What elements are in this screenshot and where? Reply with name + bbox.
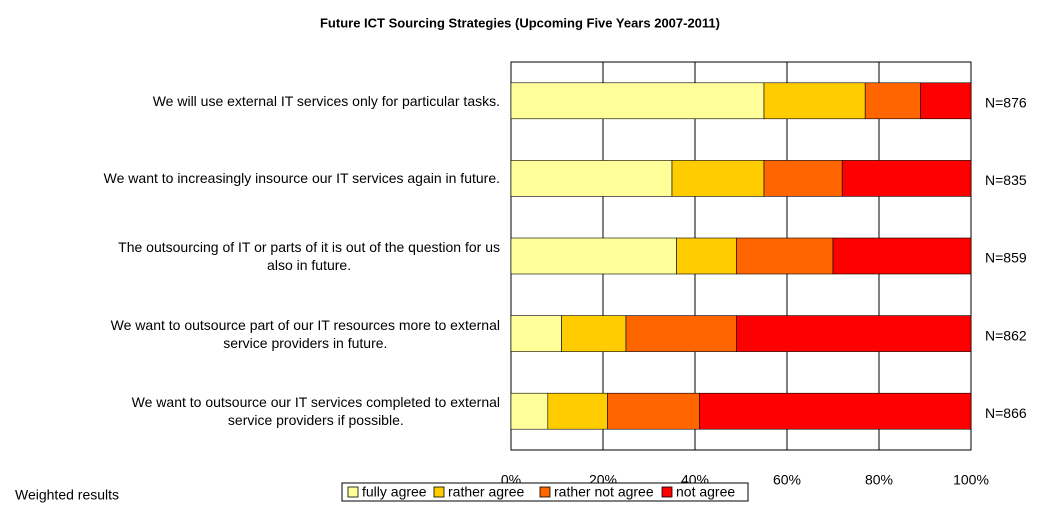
bar-segment xyxy=(736,315,972,352)
bar-segment xyxy=(510,237,677,275)
category-label: We want to outsource part of our IT reso… xyxy=(110,316,500,351)
x-tick-label: 80% xyxy=(865,472,893,488)
bar-segment xyxy=(510,160,673,197)
n-label: N=859 xyxy=(985,250,1027,266)
bar-segment xyxy=(832,237,972,275)
legend-label: fully agree xyxy=(362,484,427,500)
legend-label: rather not agree xyxy=(554,484,654,500)
bar-segment xyxy=(920,82,972,120)
legend-swatch xyxy=(539,486,551,498)
n-label: N=835 xyxy=(985,172,1027,188)
category-label: We want to outsource our IT services com… xyxy=(131,394,500,429)
legend-swatch xyxy=(433,486,445,498)
bar-segment xyxy=(736,237,834,275)
bar-segment xyxy=(763,160,843,197)
bar-segment xyxy=(699,392,972,430)
legend-swatch xyxy=(661,486,673,498)
bar-segment xyxy=(864,82,921,120)
legend-label: not agree xyxy=(676,484,735,500)
bar-segment xyxy=(607,392,700,430)
bar-segment xyxy=(763,82,866,120)
n-label: N=866 xyxy=(985,405,1027,421)
bar-segment xyxy=(510,315,562,352)
x-tick-label: 100% xyxy=(953,472,989,488)
category-label: We want to increasingly insource our IT … xyxy=(103,170,500,187)
legend-swatch xyxy=(347,486,359,498)
bar-segment xyxy=(841,160,972,197)
n-label: N=862 xyxy=(985,327,1027,343)
bar-segment xyxy=(671,160,765,197)
category-label: We will use external IT services only fo… xyxy=(152,92,500,109)
category-label: The outsourcing of IT or parts of it is … xyxy=(118,239,500,273)
x-tick-label: 60% xyxy=(773,472,801,488)
bar-segment xyxy=(676,237,737,275)
note: Weighted results xyxy=(15,487,119,503)
bar-segment xyxy=(510,82,765,120)
bar-segment xyxy=(510,392,549,430)
bar-segment xyxy=(547,392,608,430)
n-label: N=876 xyxy=(985,95,1027,111)
bar-segment xyxy=(625,315,737,352)
legend-label: rather agree xyxy=(448,484,524,500)
chart-title: Future ICT Sourcing Strategies (Upcoming… xyxy=(320,15,720,30)
bar-segment xyxy=(561,315,627,352)
